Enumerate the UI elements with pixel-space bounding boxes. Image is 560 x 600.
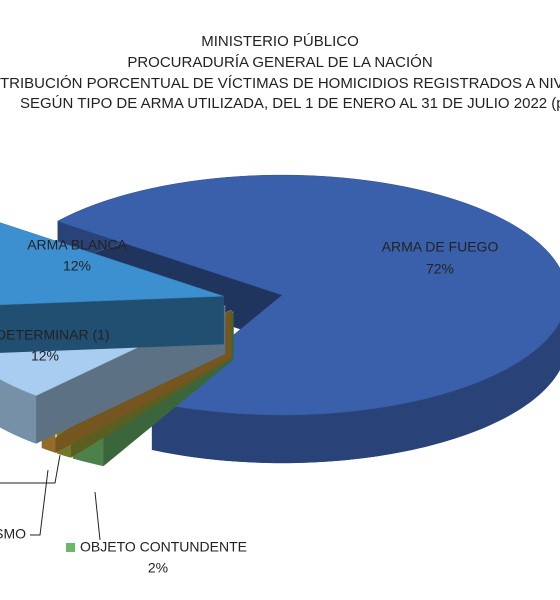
slice-label: SMO	[0, 526, 26, 542]
title-line: PROCURADURÍA GENERAL DE LA NACIÓN	[127, 54, 432, 71]
title-line: MINISTERIO PÚBLICO	[201, 33, 359, 50]
slice	[0, 222, 224, 353]
value-label: 12%	[31, 348, 59, 364]
pie	[0, 174, 560, 467]
slice-label: OBJETO CONTUNDENTE	[80, 539, 247, 555]
slice-label: ARMA BLANCA	[27, 237, 127, 253]
value-label: 12%	[63, 258, 91, 274]
value-label: 72%	[426, 261, 454, 277]
slice-rim	[0, 379, 37, 444]
legend-swatch	[66, 543, 75, 552]
title-line: SEGÚN TIPO DE ARMA UTILIZADA, DEL 1 DE E…	[20, 95, 560, 112]
title-line: TRIBUCIÓN PORCENTUAL DE VÍCTIMAS DE HOMI…	[0, 75, 560, 92]
leader-line	[30, 469, 49, 536]
slice-top	[0, 222, 224, 306]
leader-line	[0, 454, 61, 484]
slice-label: ARMA DE FUEGO	[382, 239, 499, 255]
value-label: 2%	[148, 560, 168, 576]
leader-line	[94, 491, 101, 541]
slice-top	[56, 174, 560, 416]
slice-label: DETERMINAR (1)	[0, 327, 110, 343]
